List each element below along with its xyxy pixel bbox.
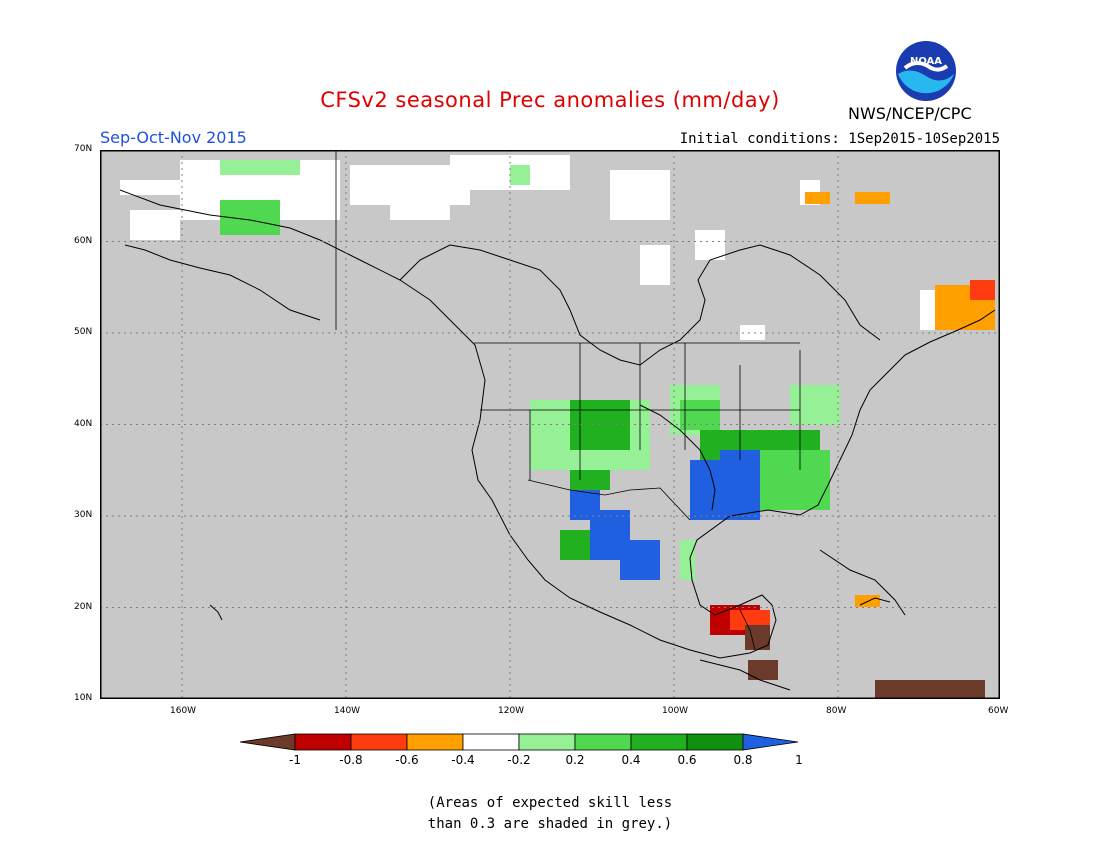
anomaly-patch bbox=[680, 540, 695, 580]
anomaly-patch bbox=[220, 160, 300, 175]
latitude-label: 60N bbox=[74, 235, 93, 246]
legend-arrow-high bbox=[742, 733, 799, 751]
anomaly-patch bbox=[610, 170, 670, 220]
legend-tick-label: 1 bbox=[795, 753, 803, 767]
latitude-label: 40N bbox=[74, 418, 93, 429]
legend-swatch bbox=[518, 733, 576, 751]
legend-arrow-low bbox=[239, 733, 296, 751]
initial-conditions-label: Initial conditions: 1Sep2015-10Sep2015 bbox=[679, 131, 1000, 147]
legend-swatch bbox=[294, 733, 352, 751]
longitude-label: 140W bbox=[334, 706, 361, 716]
legend-swatch bbox=[462, 733, 520, 751]
anomaly-patch bbox=[680, 400, 720, 430]
longitude-label: 160W bbox=[170, 706, 197, 716]
legend-tick-label: -1 bbox=[289, 753, 301, 767]
anomaly-patch bbox=[748, 660, 778, 680]
skill-note-line-2: than 0.3 are shaded in grey.) bbox=[427, 816, 673, 832]
map-frame bbox=[99, 149, 1001, 700]
longitude-label: 80W bbox=[826, 706, 847, 716]
anomaly-patch bbox=[560, 530, 590, 560]
political-borders bbox=[335, 150, 801, 651]
latitude-label: 10N bbox=[74, 693, 93, 703]
noaa-logo: NOAA bbox=[895, 40, 957, 102]
precipitation-map bbox=[99, 149, 1001, 700]
skill-note-line-1: (Areas of expected skill less bbox=[427, 795, 673, 811]
legend-tick-label: 0.4 bbox=[621, 753, 640, 767]
legend-tick-label: -0.2 bbox=[507, 753, 530, 767]
agency-label: NWS/NCEP/CPC bbox=[848, 104, 972, 123]
latitude-label: 30N bbox=[74, 510, 93, 520]
longitude-label: 120W bbox=[498, 706, 525, 716]
legend-tick-label: -0.8 bbox=[339, 753, 362, 767]
anomaly-patch bbox=[805, 192, 830, 204]
lat-lon-grid bbox=[100, 150, 1000, 699]
logo-text: NOAA bbox=[910, 56, 942, 67]
anomaly-patch bbox=[750, 450, 830, 510]
legend-swatch bbox=[406, 733, 464, 751]
anomaly-patch bbox=[620, 540, 660, 580]
legend-swatch bbox=[686, 733, 744, 751]
anomaly-patch bbox=[510, 165, 530, 185]
legend-colorbar: -1 -0.8 -0.6 -0.4 -0.2 0.2 0.4 0.6 0.8 1 bbox=[239, 733, 803, 767]
legend-swatch bbox=[574, 733, 632, 751]
anomaly-patch bbox=[790, 385, 840, 425]
anomaly-patch bbox=[970, 280, 995, 300]
anomaly-patch bbox=[390, 200, 450, 220]
anomaly-patch bbox=[855, 192, 890, 204]
latitude-label: 50N bbox=[74, 327, 93, 337]
skill-note: (Areas of expected skill less than 0.3 a… bbox=[0, 793, 1100, 835]
color-legend: -1 -0.8 -0.6 -0.4 -0.2 0.2 0.4 0.6 0.8 1 bbox=[235, 730, 865, 775]
legend-tick-label: 0.6 bbox=[677, 753, 696, 767]
season-label: Sep-Oct-Nov 2015 bbox=[100, 128, 247, 147]
anomaly-patch bbox=[740, 325, 765, 340]
chart-title: CFSv2 seasonal Prec anomalies (mm/day) bbox=[320, 88, 780, 112]
anomaly-patch bbox=[875, 680, 985, 699]
legend-tick-label: 0.8 bbox=[733, 753, 752, 767]
legend-swatch bbox=[350, 733, 408, 751]
anomaly-patch bbox=[570, 470, 610, 490]
legend-tick-label: -0.6 bbox=[395, 753, 418, 767]
longitude-label: 100W bbox=[662, 706, 689, 716]
legend-swatch bbox=[630, 733, 688, 751]
anomaly-patch bbox=[695, 230, 725, 260]
latitude-label: 70N bbox=[74, 144, 93, 154]
anomaly-patch bbox=[720, 450, 760, 520]
longitude-label: 60W bbox=[988, 706, 1009, 716]
legend-tick-label: -0.4 bbox=[451, 753, 474, 767]
latitude-label: 20N bbox=[74, 601, 93, 612]
anomaly-patch bbox=[640, 245, 670, 285]
map-canvas bbox=[99, 149, 1001, 700]
anomaly-patch bbox=[130, 210, 180, 240]
anomaly-patch bbox=[120, 180, 180, 195]
legend-tick-label: 0.2 bbox=[565, 753, 584, 767]
